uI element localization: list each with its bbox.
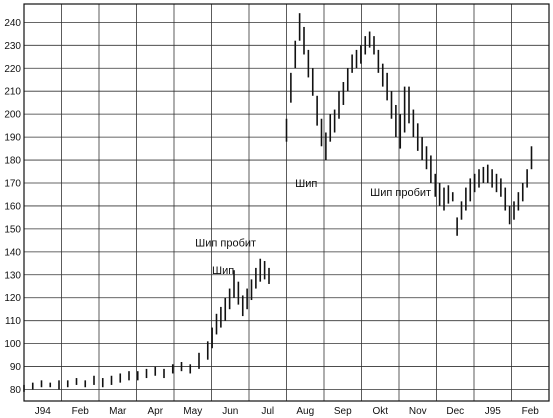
y-tick-label: 150	[4, 224, 21, 235]
x-axis-labels: J94 Feb Mar Apr May Jun Jul Aug Sep Okt Nov Dec J95 F…	[35, 406, 540, 417]
x-tick-label: Aug	[296, 406, 314, 417]
annotations: Шип Шип пробит Шип Шип пробит	[195, 178, 431, 277]
y-tick-label: 130	[4, 270, 21, 281]
y-tick-label: 200	[4, 110, 21, 121]
x-tick-label: Jul	[261, 406, 274, 417]
x-tick-label: Jun	[222, 406, 238, 417]
y-tick-label: 170	[4, 178, 21, 189]
x-tick-label: Okt	[372, 406, 388, 417]
x-tick-label: May	[183, 406, 202, 417]
annotation-label: Шип	[295, 178, 317, 190]
y-tick-label: 140	[4, 247, 21, 258]
x-tick-label: Sep	[334, 406, 352, 417]
grid-lines	[24, 4, 549, 401]
y-tick-label: 100	[4, 339, 21, 350]
x-tick-label: Feb	[72, 406, 90, 417]
x-tick-label: J95	[485, 406, 502, 417]
y-tick-label: 220	[4, 64, 21, 75]
y-axis-labels: 80 90 100 110 120 130 140 150 160 170 180 190 200 210…	[4, 18, 21, 396]
y-tick-label: 160	[4, 201, 21, 212]
y-tick-label: 110	[5, 316, 21, 327]
annotation-label: Шип пробит	[370, 187, 431, 199]
y-tick-label: 180	[4, 156, 21, 167]
y-tick-label: 80	[10, 385, 22, 396]
x-tick-label: Mar	[109, 406, 127, 417]
plot-frame	[23, 3, 550, 402]
y-tick-label: 120	[4, 293, 21, 304]
annotation-label: Шип пробит	[195, 238, 256, 250]
x-tick-label: Nov	[409, 406, 427, 417]
y-tick-label: 230	[4, 41, 21, 52]
y-tick-label: 190	[4, 133, 21, 144]
x-tick-label: J94	[35, 406, 52, 417]
y-tick-label: 210	[4, 87, 21, 98]
y-tick-label: 90	[10, 362, 22, 373]
price-bars	[23, 13, 533, 392]
x-tick-label: Feb	[522, 406, 540, 417]
y-tick-label: 240	[4, 18, 21, 29]
x-tick-label: Dec	[446, 406, 464, 417]
annotation-label: Шип	[212, 265, 234, 277]
x-tick-label: Apr	[147, 406, 163, 417]
